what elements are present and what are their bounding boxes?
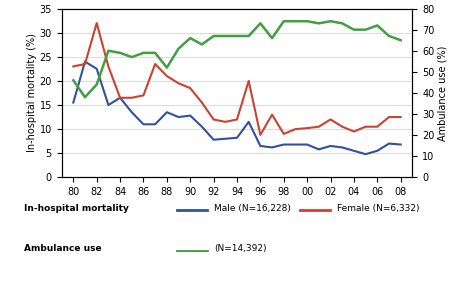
Text: Ambulance use: Ambulance use [24,244,101,253]
Text: (N=14,392): (N=14,392) [214,244,267,253]
Text: Male (N=16,228): Male (N=16,228) [214,204,291,213]
Text: In-hospital mortality: In-hospital mortality [24,204,128,213]
Y-axis label: Ambulance use (%): Ambulance use (%) [437,45,447,141]
Y-axis label: In-hospital mortality (%): In-hospital mortality (%) [27,33,36,152]
Text: Female (N=6,332): Female (N=6,332) [337,204,420,213]
